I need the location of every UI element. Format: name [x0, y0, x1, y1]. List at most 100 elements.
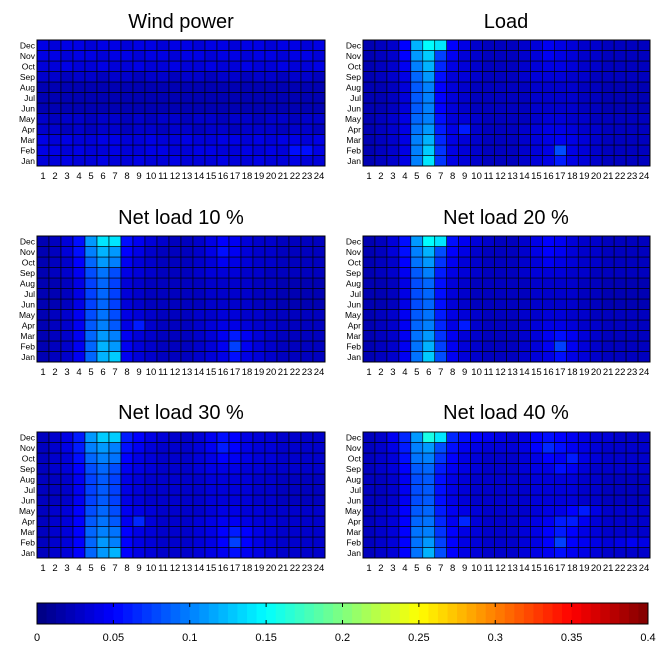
heatmap-cell	[470, 340, 483, 352]
heatmap-cell	[589, 298, 603, 310]
heatmap-cell	[252, 50, 266, 62]
heatmap-cell	[132, 144, 146, 156]
heatmap-cell	[60, 309, 74, 321]
x-tick-label: 14	[194, 367, 205, 378]
heatmap-cell	[398, 442, 412, 454]
heatmap-cell	[530, 267, 543, 279]
heatmap-cell	[577, 81, 591, 93]
heatmap-cell	[252, 463, 266, 475]
heatmap-cell	[458, 39, 471, 51]
heatmap-cell	[72, 463, 86, 475]
heatmap-cell	[180, 452, 194, 464]
heatmap-cell	[96, 60, 110, 72]
heatmap-cell	[180, 340, 194, 352]
heatmap-cell	[300, 463, 314, 475]
heatmap-cell	[156, 134, 170, 146]
heatmap-cell	[168, 102, 182, 114]
heatmap-cell	[506, 463, 519, 475]
heatmap-cell	[108, 235, 122, 247]
heatmap-cell	[470, 515, 483, 527]
x-tick-label: 6	[426, 367, 431, 378]
heatmap-cell	[72, 71, 86, 83]
heatmap-cell	[530, 134, 543, 146]
y-tick-label: Dec	[346, 40, 362, 50]
heatmap-cell	[637, 463, 651, 475]
heatmap-cell	[264, 442, 278, 454]
heatmap-cell	[108, 505, 122, 517]
x-tick-label: 5	[414, 563, 419, 574]
heatmap-cell	[374, 267, 388, 279]
heatmap-cell	[60, 547, 74, 559]
heatmap-cell	[422, 123, 436, 135]
colorbar-tick-label: 0.1	[182, 632, 197, 644]
heatmap-cell	[530, 288, 543, 300]
heatmap-cell	[60, 526, 74, 538]
heatmap-cell	[132, 505, 146, 517]
colorbar-segment	[552, 603, 563, 624]
heatmap-cell	[374, 431, 388, 443]
heatmap-cell	[577, 102, 591, 114]
heatmap-cell	[288, 113, 302, 125]
heatmap-cell	[228, 267, 242, 279]
heatmap-cell	[36, 536, 50, 548]
heatmap-cell	[132, 351, 146, 363]
heatmap-cell	[168, 134, 182, 146]
heatmap-cell	[374, 155, 388, 167]
heatmap-cell	[362, 484, 376, 496]
colorbar-segment	[313, 603, 324, 624]
heatmap-cell	[530, 71, 543, 83]
heatmap-cell	[565, 442, 579, 454]
x-tick-label: 9	[136, 171, 141, 182]
heatmap-cell	[577, 144, 591, 156]
heatmap-cell	[48, 256, 62, 268]
heatmap-cell	[132, 494, 146, 506]
heatmap-cell	[228, 536, 242, 548]
heatmap-cell	[542, 351, 555, 363]
heatmap-cell	[637, 277, 651, 289]
heatmap-cell	[422, 71, 436, 83]
heatmap-cell	[530, 309, 543, 321]
heatmap-cell	[518, 288, 531, 300]
heatmap-cell	[530, 144, 543, 156]
heatmap-cell	[625, 298, 639, 310]
heatmap-cell	[542, 60, 555, 72]
heatmap-cell	[60, 340, 74, 352]
y-tick-label: Feb	[346, 341, 361, 351]
colorbar-segment	[170, 603, 181, 624]
heatmap-cell	[96, 71, 110, 83]
heatmap-cell	[96, 277, 110, 289]
heatmap-cell	[228, 102, 242, 114]
x-tick-label: 3	[64, 171, 69, 182]
heatmap-cell	[482, 536, 495, 548]
heatmap-cell	[530, 452, 543, 464]
heatmap-cell	[565, 277, 579, 289]
heatmap-cell	[156, 298, 170, 310]
panel-title: Wind power	[128, 11, 234, 33]
heatmap-cell	[132, 298, 146, 310]
heatmap-cell	[192, 267, 206, 279]
heatmap-cell	[300, 319, 314, 331]
heatmap-cell	[410, 155, 424, 167]
heatmap-cell	[589, 442, 603, 454]
heatmap-cell	[362, 319, 376, 331]
y-tick-label: Mar	[346, 331, 361, 341]
heatmap-cell	[300, 144, 314, 156]
heatmap-cell	[518, 134, 531, 146]
heatmap-cell	[577, 155, 591, 167]
heatmap-cell	[554, 330, 567, 342]
colorbar-segment	[590, 603, 601, 624]
heatmap-cell	[216, 39, 230, 51]
heatmap-cell	[228, 526, 242, 538]
heatmap-cell	[446, 442, 459, 454]
heatmap-cell	[577, 123, 591, 135]
heatmap-cell	[458, 50, 471, 62]
heatmap-cell	[96, 330, 110, 342]
heatmap-cell	[470, 155, 483, 167]
y-tick-label: Sep	[346, 72, 361, 82]
heatmap-cell	[288, 39, 302, 51]
heatmap-cell	[240, 102, 254, 114]
heatmap-cell	[386, 144, 400, 156]
heatmap-cell	[565, 39, 579, 51]
heatmap-cell	[96, 547, 110, 559]
heatmap-cell	[312, 473, 326, 485]
